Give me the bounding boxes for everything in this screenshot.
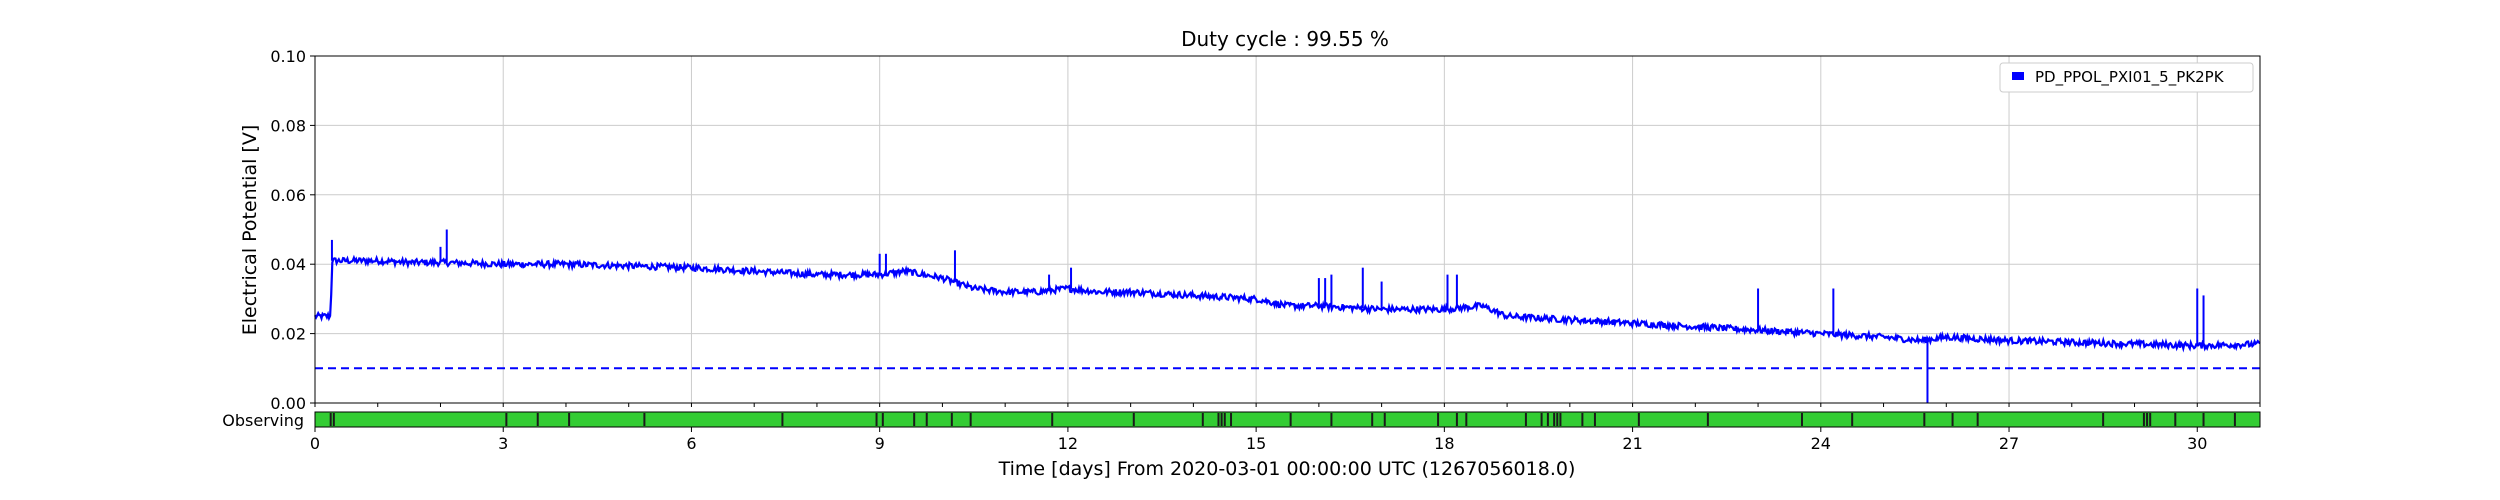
state-bar-gap bbox=[1556, 413, 1559, 426]
y-axis-label: Electrical Potential [V] bbox=[239, 125, 261, 335]
y-tick-label: 0.08 bbox=[270, 116, 306, 135]
state-bar-gap bbox=[1524, 413, 1527, 426]
state-bar-gap bbox=[950, 413, 953, 426]
state-bar-gap bbox=[2149, 413, 2152, 426]
x-tick-label: 9 bbox=[875, 434, 885, 453]
x-tick-label: 21 bbox=[1622, 434, 1642, 453]
x-tick-label: 3 bbox=[498, 434, 508, 453]
state-bar-gap bbox=[1051, 413, 1054, 426]
state-bar-gap bbox=[1455, 413, 1458, 426]
y-tick-label: 0.04 bbox=[270, 255, 306, 274]
x-tick-label: 15 bbox=[1246, 434, 1266, 453]
legend: PD_PPOL_PXI01_5_PK2PK bbox=[1999, 62, 2254, 93]
state-bar-gap bbox=[1637, 413, 1640, 426]
state-bar-gap bbox=[1546, 413, 1549, 426]
observing-bar bbox=[314, 411, 2261, 428]
y-tick-label: 0.00 bbox=[270, 394, 306, 413]
state-bar-gap bbox=[781, 413, 784, 426]
series-line bbox=[314, 254, 2261, 353]
state-bar-gap bbox=[643, 413, 646, 426]
state-bar-gap bbox=[1230, 413, 1233, 426]
state-bar-gap bbox=[913, 413, 916, 426]
y-tick-label: 0.06 bbox=[270, 186, 306, 205]
x-tick-label: 30 bbox=[2187, 434, 2207, 453]
state-bar-gap bbox=[1330, 413, 1333, 426]
state-bar-gap bbox=[536, 413, 539, 426]
y-axis: 0.00 0.02 0.04 0.06 0.08 0.10 bbox=[270, 47, 315, 413]
state-bar-gap bbox=[875, 413, 878, 426]
state-bar-gap bbox=[1593, 413, 1596, 426]
state-bar-gap bbox=[1289, 413, 1292, 426]
state-bar-gap bbox=[2174, 413, 2177, 426]
x-axis-label: Time [days] From 2020-03-01 00:00:00 UTC… bbox=[998, 458, 1576, 480]
state-bar-gap bbox=[925, 413, 928, 426]
state-bar-gap bbox=[332, 413, 335, 426]
legend-swatch bbox=[2012, 72, 2024, 80]
state-bar-gap bbox=[1201, 413, 1204, 426]
state-bar-gap bbox=[1132, 413, 1135, 426]
state-bar-gap bbox=[2233, 413, 2236, 426]
state-bar-gap bbox=[568, 413, 571, 426]
state-bar-gap bbox=[1553, 413, 1556, 426]
x-axis: 0 3 6 9 12 15 18 21 24 27 30 bbox=[310, 403, 2261, 453]
state-bar-fill bbox=[314, 411, 2261, 428]
y-tick-label: 0.02 bbox=[270, 325, 306, 344]
x-tick-label: 27 bbox=[1999, 434, 2019, 453]
state-bar-gap bbox=[1851, 413, 1854, 426]
y-tick-label: 0.10 bbox=[270, 47, 306, 66]
plot-lines bbox=[314, 229, 2261, 403]
state-bar-gap bbox=[969, 413, 972, 426]
state-bar-gap bbox=[1581, 413, 1584, 426]
state-bar-gap bbox=[505, 413, 508, 426]
state-bar-gap bbox=[1383, 413, 1386, 426]
state-bar-gap bbox=[1217, 413, 1220, 426]
state-bar-gap bbox=[1800, 413, 1803, 426]
state-bar-gap bbox=[1559, 413, 1562, 426]
legend-box bbox=[1999, 62, 2254, 93]
grid bbox=[314, 55, 2260, 404]
state-bar-gap bbox=[1923, 413, 1926, 426]
state-bar-gap bbox=[1976, 413, 1979, 426]
state-bar-gap bbox=[2202, 413, 2205, 426]
x-tick-label: 6 bbox=[686, 434, 696, 453]
chart-title: Duty cycle : 99.55 % bbox=[1181, 27, 1389, 51]
state-bar-gap bbox=[2102, 413, 2105, 426]
state-bar-gap bbox=[329, 413, 332, 426]
state-bar-label: Observing bbox=[222, 411, 304, 430]
state-bar-gap bbox=[1706, 413, 1709, 426]
state-bar-gap bbox=[1465, 413, 1468, 426]
state-bar-gap bbox=[1220, 413, 1223, 426]
x-tick-label: 0 bbox=[310, 434, 320, 453]
state-bar-gap bbox=[1951, 413, 1954, 426]
state-bar-gap bbox=[1437, 413, 1440, 426]
plot-frame bbox=[314, 55, 2261, 404]
legend-label: PD_PPOL_PXI01_5_PK2PK bbox=[2035, 68, 2225, 87]
state-bar-gap bbox=[1371, 413, 1374, 426]
state-bar-gap bbox=[2146, 413, 2149, 426]
state-bar-gap bbox=[881, 413, 884, 426]
state-bar-gap bbox=[2142, 413, 2145, 426]
x-tick-label: 12 bbox=[1058, 434, 1078, 453]
state-bar-gap bbox=[1540, 413, 1543, 426]
x-tick-label: 24 bbox=[1811, 434, 1831, 453]
state-bar-gap bbox=[1223, 413, 1226, 426]
x-tick-label: 18 bbox=[1434, 434, 1454, 453]
